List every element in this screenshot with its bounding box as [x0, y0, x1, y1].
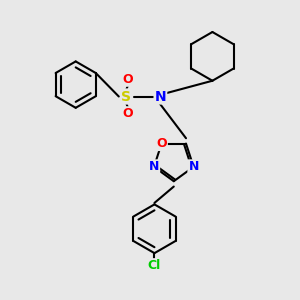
Text: O: O: [122, 107, 133, 120]
Text: O: O: [122, 73, 133, 86]
Text: Cl: Cl: [148, 259, 161, 272]
Text: N: N: [188, 160, 199, 173]
Text: O: O: [156, 137, 167, 150]
Text: N: N: [154, 89, 166, 103]
Text: N: N: [149, 160, 159, 173]
Text: S: S: [121, 89, 131, 103]
